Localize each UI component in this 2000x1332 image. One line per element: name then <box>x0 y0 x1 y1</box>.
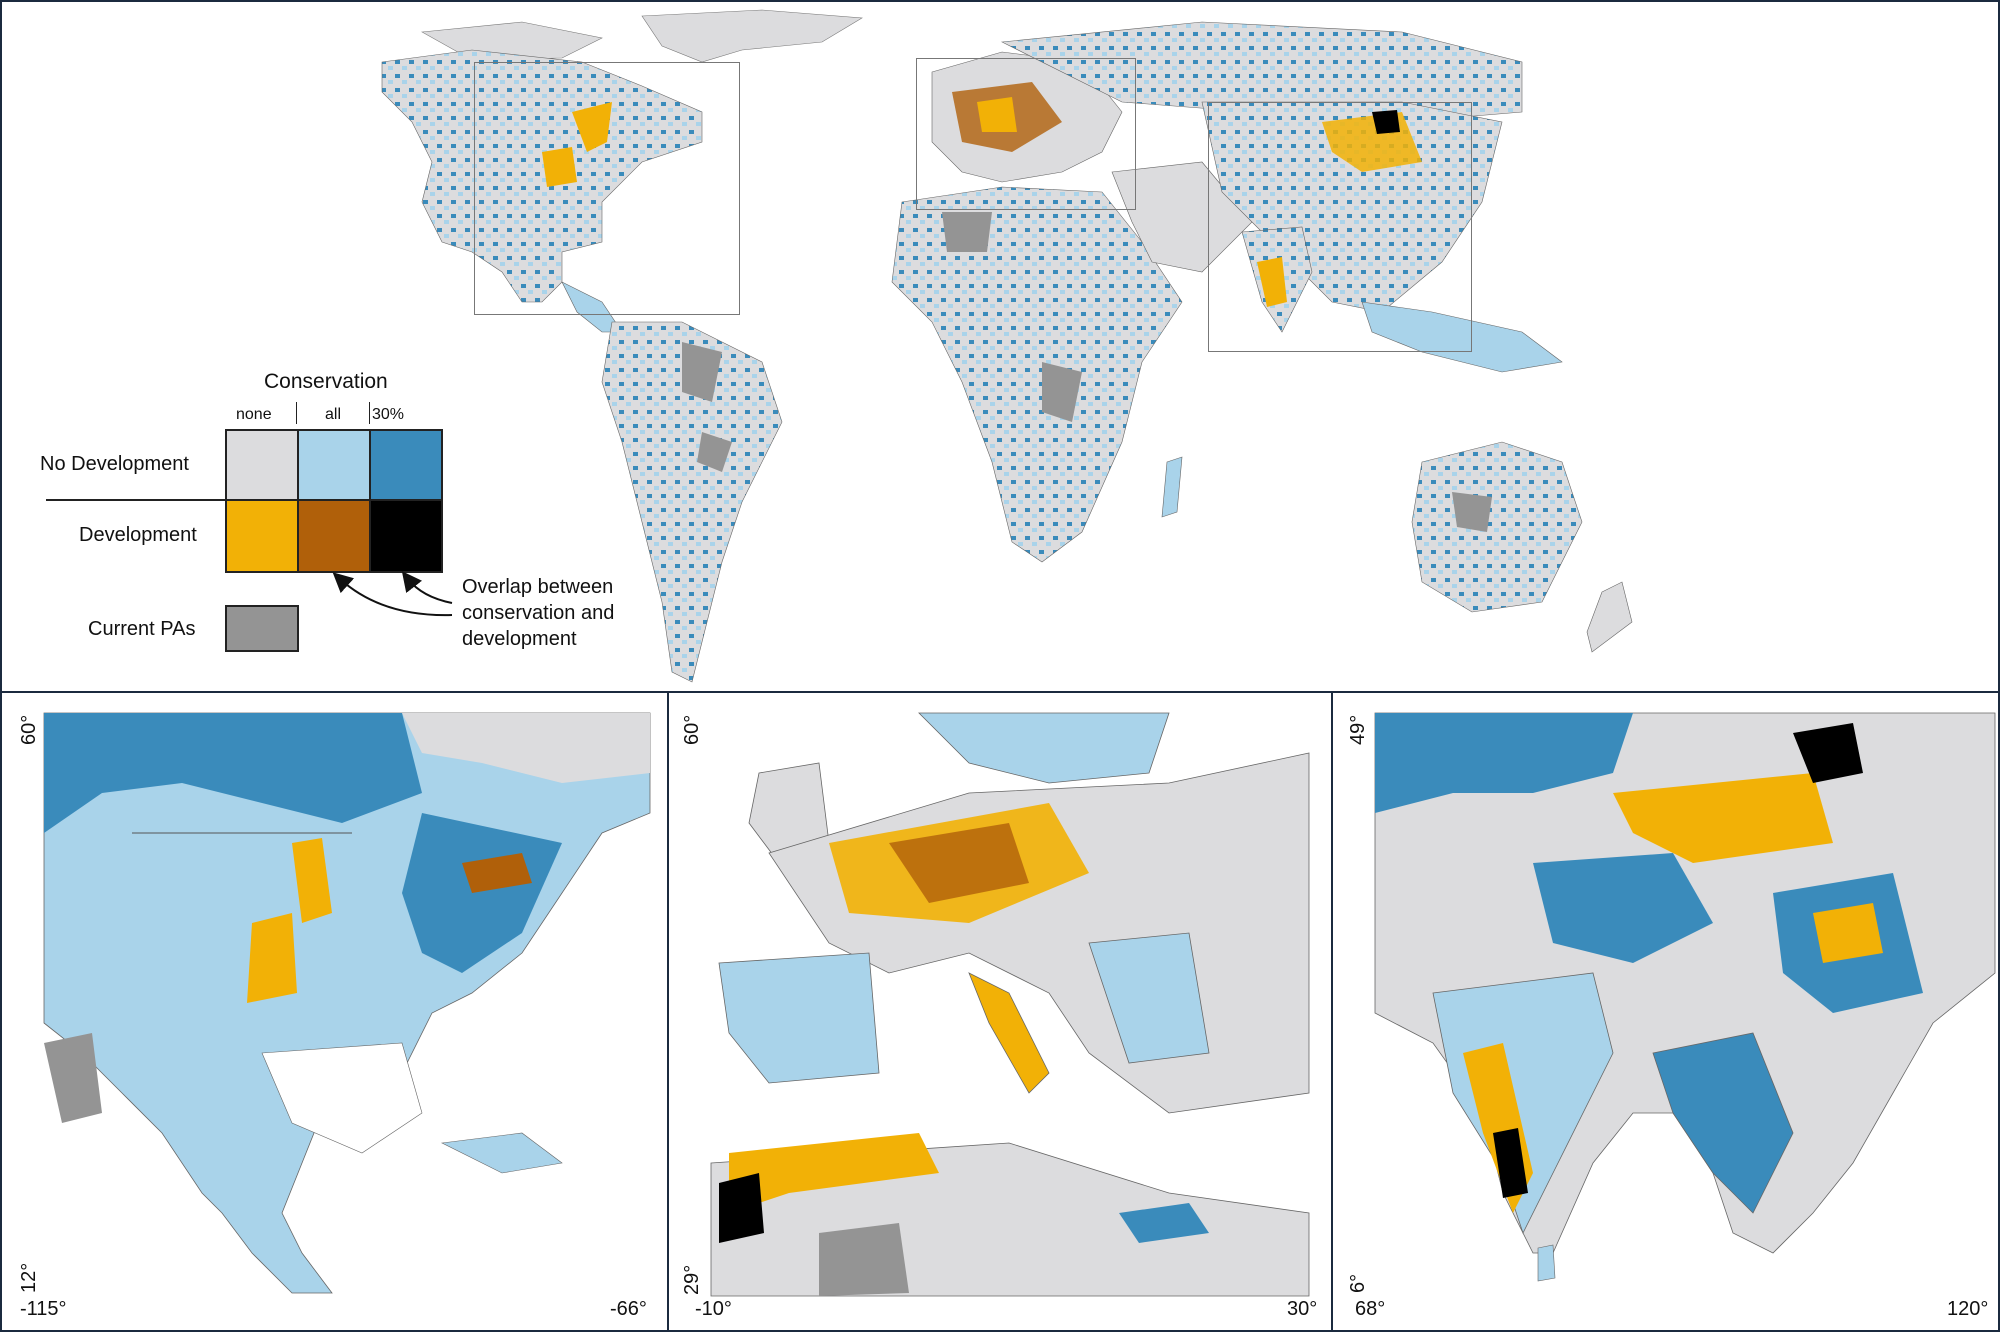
italy <box>968 972 1050 1094</box>
swatch-all-development <box>297 499 371 573</box>
legend-col-none: none <box>236 406 272 423</box>
india-development <box>1257 257 1287 307</box>
eu-lon-left: -10° <box>695 1298 732 1320</box>
legend-current-pas-label: Current PAs <box>88 618 196 640</box>
sa-protected-area-2 <box>697 432 732 472</box>
sahara-gray <box>819 1223 909 1296</box>
na-lat-bottom: 12° <box>18 1262 40 1293</box>
overlap-arrow-30pct <box>401 571 453 604</box>
libya-coast <box>1119 1203 1209 1243</box>
middle-east-landmass <box>1111 161 1253 273</box>
overlap-arrow-all <box>332 572 453 617</box>
maghreb-development <box>729 1133 939 1213</box>
inset-outline-north-america <box>474 62 740 315</box>
na-gray-canada <box>402 713 650 783</box>
na-gray-west <box>44 1033 102 1123</box>
se-asia-islands <box>1361 301 1563 373</box>
legend-row-divider <box>46 499 226 501</box>
tibet-conservation <box>1533 853 1713 963</box>
inset-panel-europe: 60° 29° -10° 30° <box>667 691 1333 1332</box>
swatch-current-pas <box>225 605 299 652</box>
eu-lat-top: 60° <box>681 714 703 745</box>
inset-panel-north-america: 60° 12° -115° -66° <box>0 691 669 1332</box>
australia-landmass <box>1411 441 1583 613</box>
legend-col-all: all <box>325 406 342 423</box>
gulf-of-mexico <box>261 1042 423 1154</box>
europe-development-brown <box>889 823 1029 903</box>
na-development-plains <box>292 838 332 923</box>
sri-lanka <box>1537 1244 1556 1282</box>
swatch-none-no-development <box>225 429 299 501</box>
asia-conservation-30pct <box>1375 713 1633 813</box>
swatch-30pct-development <box>369 499 443 573</box>
inset-panel-asia: 49° 6° 68° 120° <box>1331 691 2000 1332</box>
na-development-patch-2 <box>542 147 577 187</box>
legend-col-divider-2 <box>369 402 370 424</box>
sa-protected-area <box>682 342 722 402</box>
inset-outline-asia <box>1208 102 1472 352</box>
na-lon-right: -66° <box>610 1298 647 1320</box>
china-development <box>1613 773 1833 863</box>
na-development-patch <box>572 102 612 152</box>
south-america-landmass <box>601 321 783 683</box>
eu-lon-right: 30° <box>1287 1298 1318 1320</box>
na-development-south <box>247 913 297 1003</box>
as-lon-left: 68° <box>1355 1298 1386 1320</box>
east-china-development <box>1813 903 1883 963</box>
swatch-30pct-no-development <box>369 429 443 501</box>
legend-col-divider-1 <box>296 402 297 424</box>
madagascar <box>1161 456 1183 518</box>
inset-outline-europe <box>916 58 1136 210</box>
swatch-none-development <box>225 499 299 573</box>
india <box>1432 972 1614 1235</box>
overlap-note-line-2: conservation and <box>462 602 615 624</box>
na-development-east <box>462 853 532 893</box>
balkans <box>1088 932 1210 1064</box>
north-america-map <box>43 712 651 1296</box>
na-lon-left: -115° <box>20 1298 67 1320</box>
asia-map <box>1374 712 1996 1296</box>
legend-col-30pct: 30% <box>372 406 405 423</box>
se-asia <box>1652 1032 1794 1214</box>
greenland-landmass <box>641 9 863 63</box>
europe-map <box>710 712 1311 1297</box>
australia-protected <box>1452 492 1492 532</box>
legend-row-no-development: No Development <box>40 453 189 475</box>
africa-protected <box>1042 362 1082 422</box>
africa-landmass <box>891 186 1183 563</box>
legend-row-development: Development <box>79 524 197 546</box>
na-lat-top: 60° <box>18 714 40 745</box>
as-lat-bottom: 6° <box>1347 1273 1369 1293</box>
overlap-arrows <box>332 571 453 617</box>
overlap-note-line-3: development <box>462 628 577 650</box>
overlap-note-line-1: Overlap between <box>462 576 614 598</box>
as-lat-top: 49° <box>1347 714 1369 745</box>
russia-landmass <box>1000 21 1523 123</box>
china-development-black <box>1793 723 1863 783</box>
caribbean-islands <box>440 1132 563 1174</box>
na-conservation-30pct <box>44 713 422 833</box>
world-map <box>381 9 1633 683</box>
eu-lat-bottom: 29° <box>681 1264 703 1295</box>
china-development-black <box>1372 110 1400 134</box>
swatch-all-no-development <box>297 429 371 501</box>
morocco-black <box>719 1173 764 1243</box>
legend-title: Conservation <box>264 370 388 393</box>
as-lon-right: 120° <box>1947 1298 1989 1320</box>
scandinavia <box>918 712 1170 784</box>
iberia <box>718 952 880 1084</box>
world-map-panel: Conservation none all 30% No Development… <box>0 0 2000 693</box>
india-black <box>1493 1128 1528 1198</box>
new-zealand <box>1586 581 1633 653</box>
europe-development-2 <box>977 97 1017 132</box>
sahara-protected <box>942 212 992 252</box>
